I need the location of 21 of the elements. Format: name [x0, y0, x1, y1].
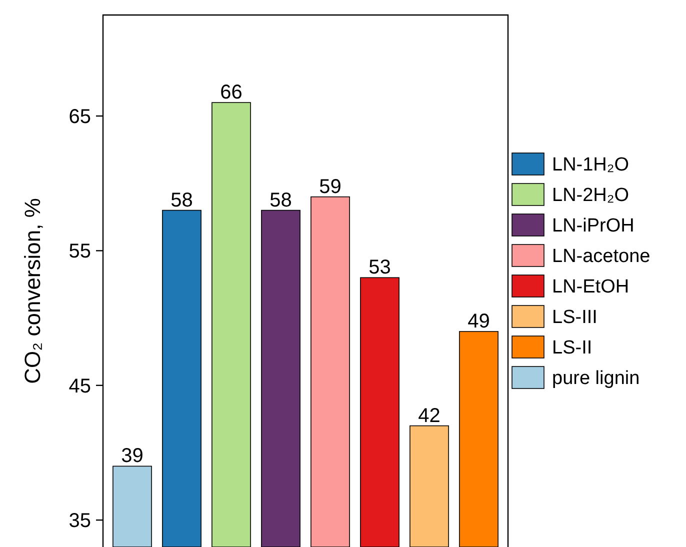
data-label: 58: [170, 189, 193, 212]
legend-label: LN-acetone: [552, 246, 650, 268]
data-label: 42: [418, 404, 440, 427]
legend-label: LN-2H₂O: [552, 185, 630, 206]
legend-label: LN-1H₂O: [552, 154, 630, 176]
y-tick-label: 55: [68, 240, 91, 263]
y-tick-label: 45: [68, 375, 91, 398]
legend-label: LS-II: [552, 338, 592, 359]
data-label: 49: [468, 310, 490, 333]
data-label: 58: [270, 189, 292, 212]
legend-label: pure lignin: [552, 368, 640, 390]
legend-label: LN-EtOH: [552, 276, 630, 298]
legend-label: LN-iPrOH: [552, 216, 634, 237]
data-label: 39: [121, 445, 144, 468]
y-axis-title: CO₂ conversion, %: [20, 198, 45, 384]
y-tick-label: 65: [68, 106, 91, 128]
y-tick-label: 35: [68, 510, 91, 532]
data-label: 66: [220, 82, 242, 104]
data-label: 59: [319, 176, 342, 198]
legend-label: LS-III: [552, 307, 598, 328]
data-label: 53: [368, 256, 391, 279]
